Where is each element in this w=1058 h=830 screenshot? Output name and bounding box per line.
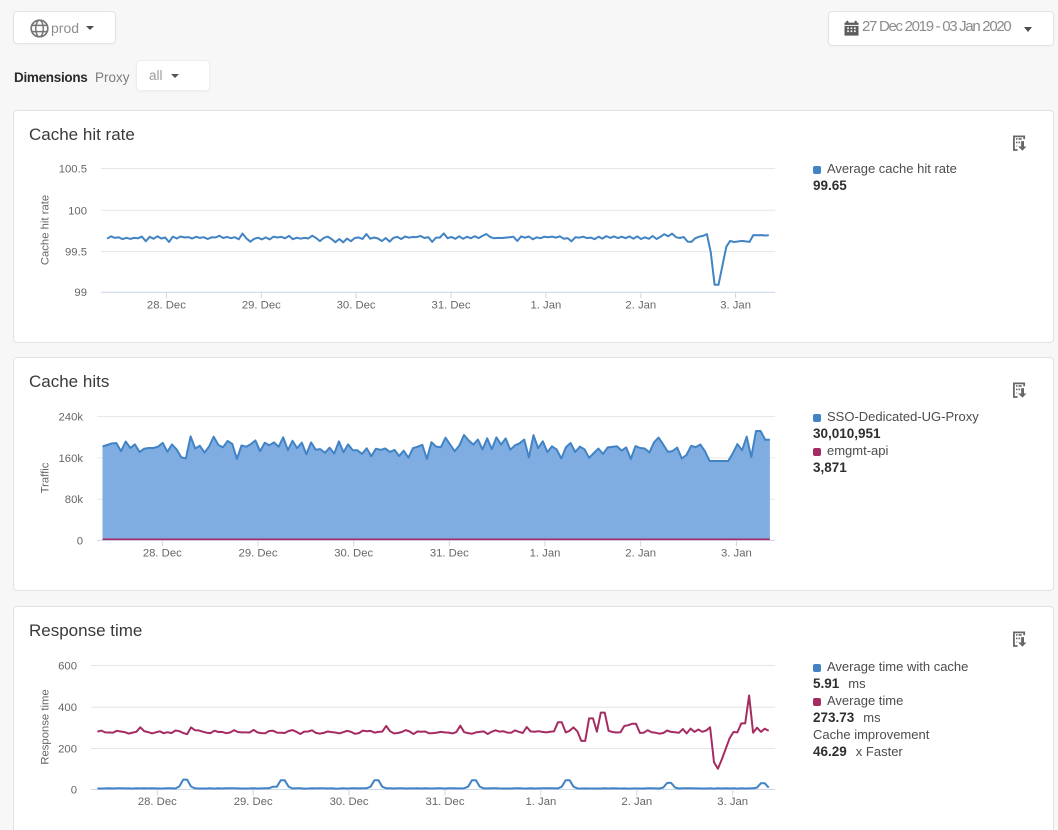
- svg-text:28. Dec: 28. Dec: [147, 300, 186, 312]
- svg-text:30. Dec: 30. Dec: [330, 796, 369, 808]
- svg-text:31. Dec: 31. Dec: [432, 300, 471, 312]
- svg-text:0: 0: [71, 785, 77, 797]
- svg-text:29. Dec: 29. Dec: [242, 300, 281, 312]
- svg-text:29. Dec: 29. Dec: [239, 548, 278, 560]
- svg-text:30. Dec: 30. Dec: [334, 548, 373, 560]
- svg-text:2. Jan: 2. Jan: [621, 796, 652, 808]
- svg-text:3. Jan: 3. Jan: [717, 796, 748, 808]
- svg-text:28. Dec: 28. Dec: [138, 796, 177, 808]
- svg-text:600: 600: [58, 661, 77, 673]
- svg-text:100: 100: [68, 205, 87, 217]
- svg-text:31. Dec: 31. Dec: [426, 796, 465, 808]
- svg-text:0: 0: [77, 535, 83, 547]
- svg-text:99: 99: [74, 287, 87, 299]
- svg-text:Traffic: Traffic: [40, 462, 52, 493]
- svg-text:30. Dec: 30. Dec: [337, 300, 376, 312]
- svg-text:Cache hit rate: Cache hit rate: [40, 195, 52, 265]
- svg-text:29. Dec: 29. Dec: [234, 796, 273, 808]
- svg-text:31. Dec: 31. Dec: [430, 548, 469, 560]
- svg-text:3. Jan: 3. Jan: [721, 548, 752, 560]
- svg-text:160k: 160k: [59, 453, 84, 465]
- svg-text:400: 400: [58, 702, 77, 714]
- svg-text:100.5: 100.5: [59, 164, 87, 176]
- svg-text:28. Dec: 28. Dec: [143, 548, 182, 560]
- svg-text:240k: 240k: [59, 412, 84, 424]
- svg-text:3. Jan: 3. Jan: [720, 300, 751, 312]
- svg-text:Response time: Response time: [40, 689, 52, 764]
- svg-text:1. Jan: 1. Jan: [531, 300, 562, 312]
- svg-text:200: 200: [58, 744, 77, 756]
- svg-text:99.5: 99.5: [65, 247, 87, 259]
- svg-text:80k: 80k: [65, 494, 84, 506]
- svg-text:1. Jan: 1. Jan: [530, 548, 561, 560]
- svg-text:2. Jan: 2. Jan: [625, 300, 656, 312]
- svg-text:2. Jan: 2. Jan: [625, 548, 656, 560]
- svg-text:1. Jan: 1. Jan: [526, 796, 557, 808]
